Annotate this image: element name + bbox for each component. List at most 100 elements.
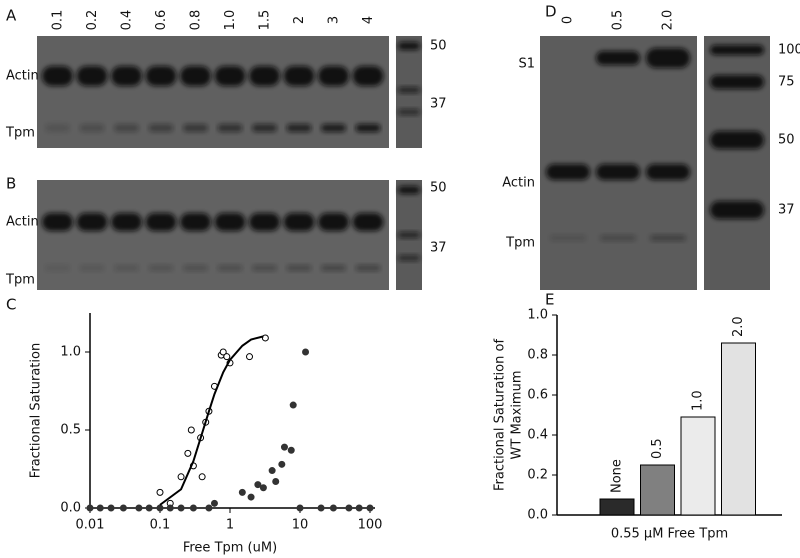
marker-label: 37 (430, 241, 447, 256)
gel-band (111, 66, 142, 86)
filled-point (205, 504, 213, 512)
marker-label: 50 (430, 39, 447, 54)
gel-band (283, 66, 315, 86)
marker-label: 75 (778, 75, 795, 90)
gel-band (596, 164, 640, 180)
marker-label: 50 (778, 133, 795, 148)
row-label: Actin (6, 69, 39, 84)
lane-label: 1.5 (258, 10, 273, 31)
gel (704, 36, 770, 290)
x-tick-label: 10 (292, 518, 309, 533)
row-label: Tpm (5, 126, 35, 141)
panel-letter: B (6, 175, 16, 193)
gel-band (180, 66, 211, 86)
row-label: Tpm (505, 236, 535, 251)
filled-point (166, 504, 174, 512)
x-tick-label: 100 (358, 518, 383, 533)
y-tick-label: 0.8 (527, 348, 548, 363)
lane-label: 0.2 (85, 10, 100, 31)
gel (540, 36, 697, 290)
y-tick-label: 1.0 (527, 308, 548, 323)
lane-label: 0.1 (51, 10, 66, 31)
gel-band (111, 213, 142, 231)
open-point (187, 426, 195, 434)
y-axis-label: Fractional Saturation (29, 343, 44, 478)
filled-point (329, 504, 337, 512)
open-point (177, 473, 185, 481)
gel-band (596, 51, 640, 65)
panel-letter: C (6, 296, 16, 314)
panel-letter: E (545, 291, 554, 309)
filled-point (189, 504, 197, 512)
open-point (156, 488, 164, 496)
filled-point (317, 504, 325, 512)
lane-label: 0.4 (120, 10, 135, 31)
gel-band (76, 66, 108, 86)
filled-point (238, 488, 246, 496)
filled-point (254, 481, 262, 489)
filled-point (119, 504, 127, 512)
gel-band (318, 213, 349, 231)
lane-label: 0.6 (154, 10, 169, 31)
gel-band (42, 213, 73, 231)
lane-label: 4 (361, 16, 376, 24)
panel-letter: D (545, 3, 557, 21)
gel-band (600, 235, 636, 241)
gel-band (217, 265, 243, 271)
filled-point (345, 504, 353, 512)
open-point (198, 473, 206, 481)
gel-band (214, 66, 246, 86)
gel-band (145, 213, 177, 231)
filled-point (280, 443, 288, 451)
y-tick-label: 0.2 (527, 468, 548, 483)
row-label: Actin (6, 215, 39, 230)
bar-label: 0.5 (650, 438, 665, 459)
bar (599, 498, 635, 516)
lane-label: 0.8 (189, 10, 204, 31)
gel-band (180, 213, 211, 231)
lane-label: 3 (327, 16, 342, 24)
panel-letter: A (6, 7, 17, 25)
gel-band (318, 66, 349, 86)
gel-band (355, 124, 381, 132)
gel-band (355, 265, 381, 271)
gel-band (646, 164, 690, 180)
gel-band (76, 213, 108, 231)
y-tick-label: 1.0 (60, 345, 81, 360)
y-tick-label: 0.0 (60, 501, 81, 516)
open-point (246, 353, 254, 361)
filled-point (156, 504, 164, 512)
gel-band (217, 124, 243, 132)
bar (680, 416, 716, 516)
y-tick-label: 0.0 (527, 508, 548, 523)
gel-band (114, 265, 139, 271)
gel-band (283, 213, 315, 231)
gel-band (650, 235, 686, 241)
filled-point (272, 477, 280, 485)
gel-band (252, 265, 277, 271)
gel-band (79, 124, 105, 132)
filled-point (259, 484, 267, 492)
gel-band (710, 75, 764, 89)
gel-band (148, 265, 174, 271)
gel-band (45, 124, 70, 132)
bar-label: None (610, 459, 625, 493)
y-tick-label: 0.4 (527, 428, 548, 443)
x-tick-label: 0.01 (76, 518, 105, 533)
open-point (219, 348, 227, 356)
lane-label: 1.0 (223, 10, 238, 31)
gel-band (249, 213, 280, 231)
filled-point (177, 504, 185, 512)
filled-point (302, 348, 310, 356)
gel-band (321, 265, 346, 271)
fit-line (159, 335, 264, 506)
gel-band (148, 124, 174, 132)
x-tick-label: 1 (226, 518, 234, 533)
y-tick-label: 0.5 (60, 423, 81, 438)
gel-band (42, 66, 73, 86)
filled-point (86, 504, 94, 512)
filled-point (366, 504, 374, 512)
row-label: Tpm (5, 273, 35, 288)
marker-label: 37 (778, 203, 795, 218)
marker-label: 50 (430, 181, 447, 196)
